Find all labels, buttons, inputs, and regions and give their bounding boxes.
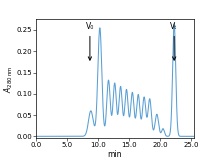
X-axis label: min: min: [108, 150, 122, 159]
Text: V₀: V₀: [86, 22, 94, 60]
Text: Vₜ: Vₜ: [170, 22, 178, 60]
Y-axis label: $A_{280\ \rm{nm}}$: $A_{280\ \rm{nm}}$: [2, 65, 15, 93]
